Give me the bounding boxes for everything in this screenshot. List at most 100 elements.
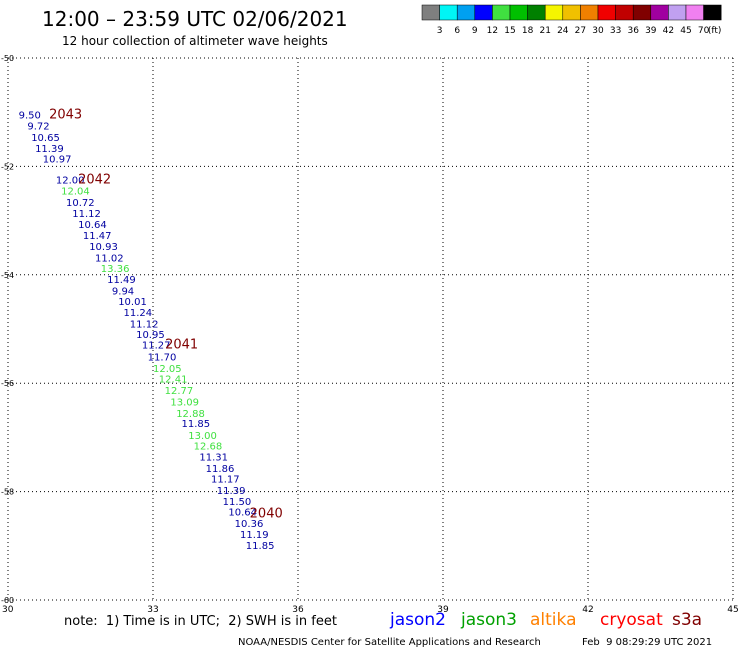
swh-point: 10.36 [235,519,264,530]
swh-point: 11.50 [223,497,252,508]
colorbar-swatch [668,4,687,21]
pass-number: 2043 [49,108,82,123]
swh-point: 11.27 [142,341,171,352]
swh-point: 13.09 [170,397,199,408]
swh-point: 11.31 [199,453,228,464]
colorbar-label: 18 [522,26,534,36]
colorbar-swatch [544,4,564,21]
swh-point: 13.00 [188,431,217,442]
swh-point: 10.72 [66,198,95,209]
y-tick-label: -58 [1,488,14,497]
swh-point: 10.95 [136,330,165,341]
y-tick-label: -50 [1,54,14,63]
swh-point: 9.72 [27,122,49,133]
swh-point: 9.94 [112,286,134,297]
swh-point: 11.17 [211,474,240,485]
x-tick-label: 33 [147,605,158,615]
swh-point: 11.12 [72,209,101,220]
colorbar-label: 12 [487,26,498,36]
colorbar-swatch [562,4,581,21]
swh-point: 12.00 [56,176,85,187]
x-tick-label: 45 [727,605,738,615]
swh-point: 12.77 [165,386,194,397]
colorbar-swatch [597,4,616,21]
colorbar-label: 33 [610,26,621,36]
swh-point: 10.64 [228,507,257,518]
colorbar-swatch [632,4,652,21]
colorbar-label: 21 [539,26,550,36]
swh-point: 11.47 [83,231,112,242]
colorbar-swatch [509,4,528,21]
chart-title: 12:00 – 23:59 UTC 02/06/2021 [42,7,348,31]
colorbar-label: 27 [575,26,586,36]
colorbar-label: 70 [698,26,710,36]
colorbar-label: 42 [663,26,674,36]
pass-labels: 2043 2042 2041 2040 [49,108,283,522]
swh-point: 10.64 [78,220,107,231]
colorbar-label: 3 [437,26,443,36]
swh-point: 10.01 [118,297,147,308]
y-tick-label: -56 [1,379,14,388]
colorbar-label: 36 [627,26,639,36]
satellite-jason2: jason2 [389,610,446,630]
swh-point: 10.93 [89,242,118,253]
colorbar-swatch [685,4,704,21]
colorbar-swatch [439,4,458,21]
grid [7,57,734,601]
colorbar-swatch [580,4,599,21]
y-tick-label: -52 [1,162,14,171]
swh-point: 12.68 [194,441,223,452]
chart-subtitle: 12 hour collection of altimeter wave hei… [62,34,328,48]
swh-point: 11.39 [35,144,64,155]
x-tick-label: 39 [437,605,449,615]
swh-point: 11.86 [206,464,235,475]
swh-point: 11.85 [182,419,211,430]
colorbar-swatch [703,4,722,21]
x-tick-label: 42 [582,605,593,615]
satellite-altika: altika [530,610,577,630]
colorbar-label: 15 [504,26,515,36]
swh-point: 11.39 [217,486,246,497]
satellite-s3a: s3a [672,610,702,630]
swh-point: 12.05 [153,364,182,375]
colorbar-swatch [492,4,511,21]
swh-point: 12.41 [159,375,188,386]
colorbar-swatch [421,4,440,21]
swh-point: 11.12 [130,319,159,330]
colorbar-swatch [650,4,669,21]
x-tick-label: 30 [2,605,14,615]
swh-point: 11.49 [107,275,136,286]
satellite-legend: jason2 jason3 altika cryosat s3a [389,610,702,630]
swh-point: 11.19 [240,530,269,541]
swh-point: 11.70 [148,352,177,363]
colorbar-label: 30 [592,26,604,36]
satellite-jason3: jason3 [460,610,517,630]
colorbar-label: 24 [557,26,569,36]
colorbar-label: 45 [680,26,691,36]
colorbar-swatch [527,4,546,21]
colorbar-swatch [456,4,476,21]
colorbar: 3 6 9 12 15 18 21 24 27 30 33 36 39 42 45 70(ft) [421,4,722,36]
pass-number: 2042 [78,173,111,188]
footer-note: note: 1) Time is in UTC; 2) SWH is in fe… [64,614,337,629]
colorbar-label: 6 [454,26,460,36]
swh-point: 11.85 [246,541,275,552]
footer-timestamp: Feb 9 08:29:29 UTC 2021 [582,637,712,648]
tick-labels: 30 33 36 39 42 45 -50 -52 -54 -56 -58 -60 [1,54,739,615]
footer-credit: NOAA/NESDIS Center for Satellite Applica… [238,637,541,648]
swh-point: 11.24 [124,308,153,319]
swh-point: 13.36 [101,264,130,275]
swh-point: 10.97 [43,155,72,166]
colorbar-swatch [615,4,634,21]
colorbar-swatch [474,4,493,21]
swh-point: 9.50 [19,111,41,122]
satellite-cryosat: cryosat [600,610,663,630]
colorbar-unit: (ft) [708,26,722,36]
x-tick-label: 36 [292,605,304,615]
swh-point: 12.04 [61,187,90,198]
pass-number: 2040 [250,507,283,522]
y-tick-label: -60 [1,596,14,605]
data-points: 9.509.7210.6511.3910.9712.0012.0410.7211… [19,111,275,552]
swh-point: 11.02 [95,253,124,264]
